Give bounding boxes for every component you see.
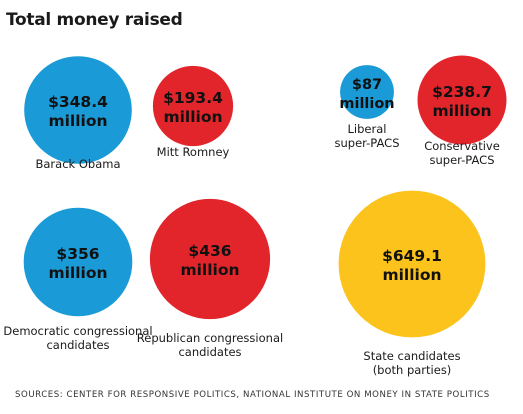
- value-label-liberal-super-pacs: $87: [352, 77, 382, 93]
- chart-title: Total money raised: [6, 10, 183, 30]
- category-label-liberal-super-pacs: super-PACS: [335, 136, 400, 150]
- bubble-mitt-romney: [152, 65, 234, 147]
- category-label-mitt-romney: Mitt Romney: [157, 145, 230, 159]
- category-label-barack-obama: Barack Obama: [36, 157, 121, 171]
- category-label-state-candidates-both-parties: (both parties): [373, 363, 452, 377]
- bubble-barack-obama: [24, 56, 132, 164]
- category-label-democratic-congressional-candidates: candidates: [46, 338, 109, 352]
- category-label-republican-congressional-candidates: candidates: [178, 345, 241, 359]
- bubble-democratic-congressional-candidates: [23, 207, 133, 317]
- value-label-republican-congressional-candidates: $436: [188, 242, 231, 260]
- value-label-mitt-romney: $193.4: [163, 89, 223, 107]
- category-label-democratic-congressional-candidates: Democratic congressional: [3, 324, 152, 338]
- bubble-state-candidates-both-parties: [338, 190, 486, 338]
- bubble-republican-congressional-candidates: [149, 198, 271, 320]
- value-label-barack-obama: $348.4: [48, 93, 108, 111]
- bubble-conservative-super-pacs: [417, 55, 507, 145]
- unit-label-mitt-romney: million: [163, 108, 222, 126]
- unit-label-republican-congressional-candidates: million: [180, 261, 239, 279]
- category-label-conservative-super-pacs: super-PACS: [430, 153, 495, 167]
- category-label-republican-congressional-candidates: Republican congressional: [137, 331, 283, 345]
- unit-label-democratic-congressional-candidates: million: [48, 264, 107, 282]
- source-note: SOURCES: CENTER FOR RESPONSIVE POLITICS,…: [15, 390, 490, 400]
- category-label-liberal-super-pacs: Liberal: [348, 122, 387, 136]
- category-label-conservative-super-pacs: Conservative: [424, 139, 500, 153]
- value-label-democratic-congressional-candidates: $356: [56, 245, 99, 263]
- value-label-conservative-super-pacs: $238.7: [432, 83, 492, 101]
- unit-label-barack-obama: million: [48, 112, 107, 130]
- unit-label-liberal-super-pacs: million: [339, 96, 394, 112]
- unit-label-conservative-super-pacs: million: [432, 102, 491, 120]
- value-label-state-candidates-both-parties: $649.1: [382, 247, 442, 265]
- unit-label-state-candidates-both-parties: million: [382, 266, 441, 284]
- category-label-state-candidates-both-parties: State candidates: [363, 349, 460, 363]
- bubble-liberal-super-pacs: [340, 65, 394, 119]
